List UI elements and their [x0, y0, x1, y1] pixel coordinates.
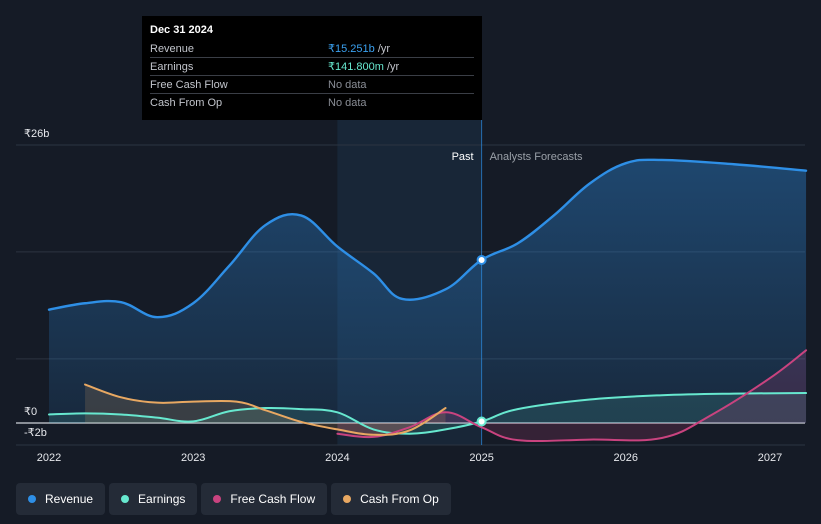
legend-dot-icon [28, 495, 36, 503]
revenue-line [47, 158, 808, 319]
legend-item-earnings[interactable]: Earnings [109, 483, 198, 515]
earnings-area [49, 393, 807, 434]
y-tick-label: -₹2b [24, 427, 47, 439]
x-tick-label: 2022 [37, 452, 61, 464]
tooltip-unit: /yr [383, 61, 400, 73]
x-tick-label: 2026 [614, 452, 638, 464]
legend-label: Free Cash Flow [230, 492, 316, 506]
x-tick-label: 2025 [469, 452, 493, 464]
forecast-label: Analysts Forecasts [490, 151, 583, 163]
legend-item-revenue[interactable]: Revenue [16, 483, 106, 515]
x-tick-label: 2024 [325, 452, 349, 464]
tooltip-label: Cash From Op [150, 96, 223, 109]
tooltip-row-earnings: Earnings ₹141.800m /yr [150, 58, 474, 76]
chart-legend: Revenue Earnings Free Cash Flow Cash Fro… [16, 483, 451, 515]
tooltip-row-revenue: Revenue ₹15.251b /yr [150, 40, 474, 58]
free-cash-flow-area [337, 350, 807, 442]
tooltip-value: No data [328, 96, 367, 109]
earnings-line [48, 392, 808, 435]
tooltip-row-free-cash-flow: Free Cash Flow No data [150, 76, 474, 94]
free-cash-flow-line [336, 349, 808, 443]
legend-item-free-cash-flow[interactable]: Free Cash Flow [201, 483, 328, 515]
legend-label: Cash From Op [360, 492, 439, 506]
tooltip-label: Earnings [150, 60, 194, 73]
past-label: Past [452, 151, 474, 163]
data-tooltip: Dec 31 2024 Revenue ₹15.251b /yr Earning… [142, 16, 482, 120]
legend-dot-icon [343, 495, 352, 503]
legend-dot-icon [213, 495, 222, 503]
earnings-marker [476, 416, 487, 427]
legend-label: Earnings [138, 492, 186, 506]
tooltip-label: Revenue [150, 42, 195, 55]
tooltip-date: Dec 31 2024 [150, 24, 213, 36]
tooltip-value: No data [328, 78, 367, 91]
cash-from-op-area [85, 384, 446, 435]
legend-dot-icon [121, 495, 130, 503]
legend-item-cash-from-op[interactable]: Cash From Op [331, 483, 451, 515]
tooltip-value: ₹15.251b [328, 43, 375, 55]
tooltip-label: Free Cash Flow [150, 78, 228, 91]
cash-from-op-line [84, 383, 447, 436]
revenue-marker [476, 254, 487, 265]
legend-label: Revenue [45, 492, 94, 506]
y-tick-label: ₹0 [24, 406, 37, 418]
tooltip-value: ₹141.800m [328, 61, 384, 73]
tooltip-unit: /yr [374, 43, 391, 55]
y-tick-label: ₹26b [24, 128, 49, 140]
x-tick-label: 2023 [181, 452, 205, 464]
revenue-area [49, 159, 807, 423]
tooltip-row-cash-from-op: Cash From Op No data [150, 94, 474, 111]
x-tick-label: 2027 [758, 452, 782, 464]
